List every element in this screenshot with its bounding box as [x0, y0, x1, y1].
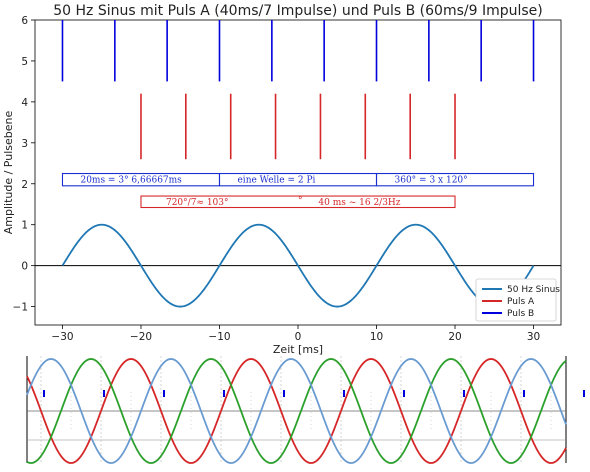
annotation-text-blue: eine Welle = 2 Pi: [237, 176, 315, 186]
y-tick-label: 2: [21, 179, 28, 191]
x-tick-label: −20: [130, 331, 152, 343]
y-tick-label: 3: [21, 138, 28, 150]
chart-title: 50 Hz Sinus mit Puls A (40ms/7 Impulse) …: [53, 3, 542, 19]
annotation-text-red: 40 ms ~ 16 2/3Hz: [318, 198, 400, 208]
annotation-text-red: °: [298, 196, 303, 206]
annotation-text-blue: 360° = 3 x 120°: [395, 176, 468, 186]
annotation-box-blue: [375, 172, 535, 187]
x-tick-label: 20: [448, 331, 461, 343]
x-tick-label: 30: [527, 331, 540, 343]
y-tick-label: 0: [21, 261, 28, 273]
legend-entry-sinus: 50 Hz Sinus: [507, 285, 560, 295]
y-tick-label: 1: [21, 220, 28, 232]
y-tick-label: 5: [21, 56, 28, 68]
annotation-text-red: 720°/7≈ 103°: [166, 198, 229, 208]
x-tick-label: 10: [370, 331, 383, 343]
series-sinus-line: [61, 223, 535, 308]
y-tick-label: 4: [21, 97, 28, 109]
y-tick-label: 6: [21, 15, 28, 27]
lower-plot: [26, 356, 585, 464]
annotation-text-blue: 20ms = 3° 6,66667ms: [80, 176, 182, 186]
annotation-box-red: [140, 195, 456, 209]
lower-phase-curve: [26, 358, 567, 464]
y-axis-label: Amplitude / Pulsebene: [2, 111, 15, 235]
x-tick-label: 0: [295, 331, 302, 343]
lower-phase-curve: [26, 358, 567, 464]
legend: 50 Hz Sinus Puls A Puls B: [475, 278, 560, 322]
lower-phase-curve: [26, 358, 567, 464]
x-tick-label: −30: [51, 331, 73, 343]
x-tick-label: −10: [208, 331, 230, 343]
legend-entry-puls-b: Puls B: [507, 309, 534, 319]
x-axis-label: Zeit [ms]: [273, 343, 323, 356]
legend-entry-puls-a: Puls A: [507, 297, 535, 307]
y-tick-label: −1: [13, 302, 28, 314]
